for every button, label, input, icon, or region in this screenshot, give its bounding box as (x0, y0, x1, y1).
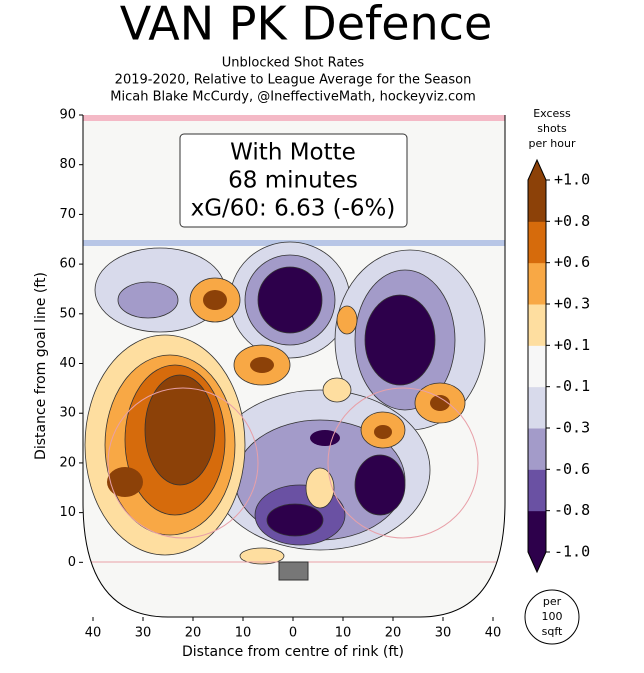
colorbar-band (528, 469, 546, 512)
y-tick-label: 50 (59, 306, 76, 321)
colorbar-tick-label: +1.0 (554, 171, 590, 189)
x-tick-label: 10 (335, 626, 352, 641)
y-tick-label: 30 (59, 406, 76, 421)
unit-note: sqft (542, 625, 563, 638)
x-tick-label: 20 (385, 626, 402, 641)
colorbar-title: per hour (529, 137, 576, 150)
colorbar-band (528, 262, 546, 305)
colorbar-band (528, 180, 546, 222)
annotation: With Motte (230, 140, 356, 166)
unit-circle (524, 589, 580, 645)
colorbar-band (528, 221, 546, 264)
chart-title: VAN PK Defence (120, 0, 493, 51)
x-tick-label: 20 (185, 626, 202, 641)
x-tick-label: 30 (435, 626, 452, 641)
colorbar-tick-label: +0.8 (554, 212, 590, 230)
colorbar-tick-label: -0.3 (554, 419, 590, 437)
x-tick-label: 10 (235, 626, 252, 641)
y-tick-label: 70 (59, 207, 76, 222)
colorbar-band (528, 428, 546, 470)
x-tick-label: 40 (485, 626, 502, 641)
colorbar-tick-label: -0.1 (554, 377, 590, 395)
y-axis-label: Distance from goal line (ft) (33, 272, 49, 460)
y-tick-label: 90 (59, 108, 76, 123)
contours (83, 115, 505, 565)
rink-boards (82, 115, 506, 618)
colorbar-tick-label: +0.6 (554, 253, 590, 271)
y-tick-label: 0 (68, 555, 76, 570)
y-tick-label: 10 (59, 505, 76, 520)
x-tick-label: 40 (85, 626, 102, 641)
colorbar-band (528, 510, 546, 553)
annotation-box (179, 133, 408, 228)
subtitle: Micah Blake McCurdy, @IneffectiveMath, h… (110, 90, 476, 105)
x-axis-label: Distance from centre of rink (ft) (182, 644, 404, 660)
subtitle: 2019-2020, Relative to League Average fo… (115, 73, 472, 88)
x-tick-label: 0 (289, 626, 297, 641)
colorbar-title: Excess (533, 107, 571, 120)
y-tick-label: 80 (59, 157, 76, 172)
colorbar-extend-bottom (528, 552, 546, 572)
y-tick-label: 60 (59, 257, 76, 272)
goal (278, 561, 309, 581)
colorbar-extend-top (528, 160, 546, 180)
unit-note: per (543, 595, 562, 608)
x-tick-label: 30 (135, 626, 152, 641)
subtitle: Unblocked Shot Rates (222, 56, 365, 71)
unit-note: 100 (542, 610, 563, 623)
colorbar-band (528, 386, 546, 429)
colorbar-tick-label: -1.0 (554, 543, 590, 561)
y-tick-label: 40 (59, 356, 76, 371)
colorbar-band (528, 304, 546, 346)
colorbar-tick-label: -0.6 (554, 460, 590, 478)
colorbar-title: shots (537, 122, 567, 135)
annotation: xG/60: 6.63 (-6%) (191, 196, 396, 222)
colorbar-tick-label: +0.1 (554, 336, 590, 354)
colorbar-tick-label: +0.3 (554, 295, 590, 313)
colorbar-tick-label: -0.8 (554, 501, 590, 519)
y-tick-label: 20 (59, 455, 76, 470)
colorbar-band (528, 345, 546, 388)
annotation: 68 minutes (228, 168, 358, 194)
